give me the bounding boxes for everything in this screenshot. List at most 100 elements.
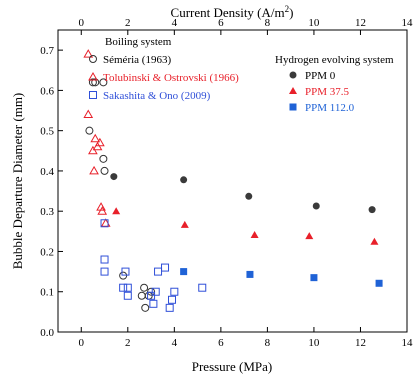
data-point (310, 274, 318, 282)
plot-frame (57, 29, 408, 333)
series-ppm-37-5 (112, 207, 379, 245)
y-tick-label: 0.2 (40, 246, 54, 258)
data-point (180, 176, 188, 184)
data-point (147, 291, 156, 300)
data-point (305, 232, 314, 240)
x-tick-label: 10 (308, 337, 320, 349)
legend-entry-sakashita: Sakashita & Ono (2009) (103, 90, 211, 102)
x-tick-label: 14 (402, 337, 414, 349)
x2-axis-ticks: 0 2 4 6 8 10 12 14 (79, 17, 413, 35)
y-tick-label: 0.3 (40, 206, 54, 218)
y-axis-ticks: 0.0 0.1 0.2 0.3 0.4 0.5 0.6 0.7 (40, 45, 63, 339)
y-tick-label: 0.1 (40, 287, 54, 299)
data-point (168, 295, 177, 304)
legend-entry-semeria: Séméria (1963) (103, 54, 171, 66)
legend-square-open-marker (89, 91, 97, 99)
data-point (245, 192, 253, 200)
data-point (149, 299, 158, 308)
x2-axis-title: Current Density (A/m2) (171, 4, 294, 20)
data-point (246, 270, 254, 278)
data-point (154, 267, 163, 276)
x2-tick-label: 0 (79, 17, 85, 29)
data-point (170, 287, 179, 296)
data-point (161, 263, 170, 272)
data-point (180, 220, 189, 228)
legend-hydrogen: Hydrogen evolving system PPM 0 PPM 37.5 … (275, 54, 394, 114)
data-point (119, 271, 128, 280)
data-point (100, 267, 109, 276)
x-axis-ticks: 0 2 4 6 8 10 12 14 (79, 327, 413, 349)
data-point (99, 154, 108, 163)
series-ppm-112-0 (180, 268, 383, 287)
data-point (123, 283, 132, 292)
data-point (112, 207, 121, 215)
data-point (89, 165, 99, 175)
legend-square-filled-marker (289, 103, 297, 111)
x-tick-label: 12 (355, 337, 366, 349)
data-point (90, 133, 101, 143)
data-point (85, 126, 94, 135)
x2-tick-label: 8 (265, 17, 271, 29)
data-point (83, 109, 94, 119)
legend-boiling-title: Boiling system (105, 36, 172, 48)
x-tick-label: 0 (79, 337, 85, 349)
x-tick-label: 4 (172, 337, 178, 349)
legend-triangle-filled-marker (289, 87, 297, 94)
x2-tick-label: 2 (125, 17, 131, 29)
data-marks (83, 49, 383, 312)
data-point (368, 206, 376, 214)
data-point (180, 268, 188, 276)
data-point (99, 78, 108, 87)
data-point (165, 303, 174, 312)
data-point (370, 237, 379, 245)
y-tick-label: 0.0 (40, 327, 54, 339)
data-point (119, 283, 128, 292)
y-tick-label: 0.7 (40, 45, 54, 57)
x2-tick-label: 14 (402, 17, 414, 29)
legend-entry-ppm0: PPM 0 (305, 70, 336, 82)
data-point (91, 78, 100, 87)
data-point (100, 166, 109, 175)
x2-tick-label: 10 (308, 17, 320, 29)
series-sakashita-ono-2009 (100, 219, 207, 312)
y-tick-label: 0.5 (40, 126, 54, 138)
data-point (312, 202, 320, 210)
data-point (88, 145, 98, 155)
data-point (97, 206, 108, 215)
data-point (151, 287, 160, 296)
data-point (375, 279, 383, 287)
legend-circle-filled-marker (289, 71, 297, 79)
x-axis-title: Pressure (MPa) (192, 359, 273, 374)
series-tolubinsk-ostrovski-1966 (83, 49, 111, 227)
x-tick-label: 6 (218, 337, 224, 349)
data-point (95, 137, 105, 147)
data-point (198, 283, 207, 292)
data-point (100, 255, 109, 264)
data-point (83, 49, 94, 58)
data-point (110, 173, 118, 181)
legend-circle-open-marker (89, 55, 97, 63)
data-point (250, 230, 259, 238)
legend-boiling: Boiling system Séméria (1963) Tolubinskỉ… (88, 36, 239, 102)
x-tick-label: 8 (265, 337, 271, 349)
data-point (147, 287, 156, 296)
x2-tick-label: 12 (355, 17, 366, 29)
x2-tick-label: 6 (218, 17, 224, 29)
y-tick-label: 0.4 (40, 166, 54, 178)
legend-entry-tolubinski: Tolubinskỉ & Ostrovski (1966) (103, 72, 239, 84)
data-point (121, 267, 130, 276)
data-point (140, 283, 149, 292)
series-ppm-0 (110, 173, 376, 214)
x-tick-label: 2 (125, 337, 131, 349)
legend-triangle-open-marker (88, 71, 98, 81)
x2-tick-label: 4 (172, 17, 178, 29)
data-point (141, 303, 150, 312)
data-point (88, 78, 97, 87)
data-point (92, 141, 103, 151)
data-point (100, 219, 109, 228)
y-tick-label: 0.6 (40, 85, 54, 97)
y-axis-title: Bubble Departure Diameter (mm) (10, 93, 25, 270)
legend-entry-ppm112: PPM 112.0 (305, 102, 355, 114)
